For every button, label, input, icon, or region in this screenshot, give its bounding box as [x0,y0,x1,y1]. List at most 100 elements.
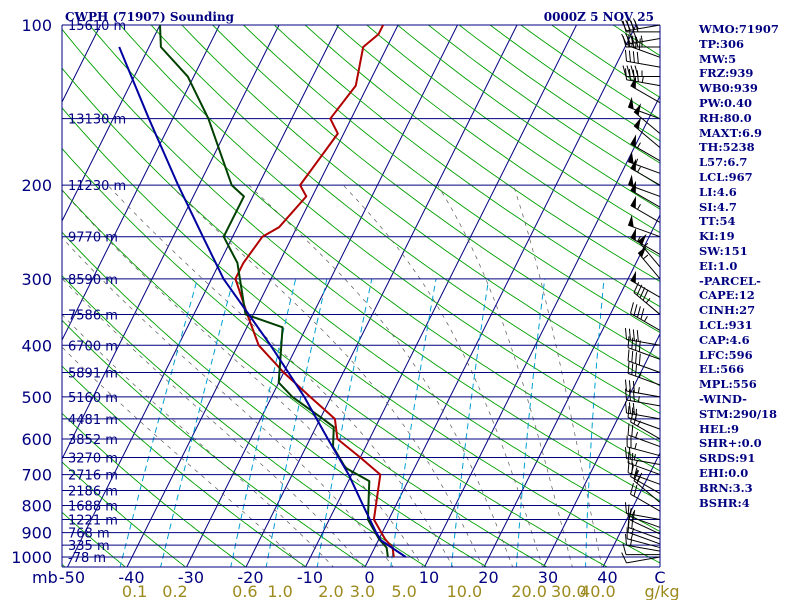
moist-adiabat-line [437,184,573,567]
wind-barb-half-flag [642,254,649,260]
wind-barb [627,214,661,238]
index-item: MPL:556 [699,377,757,392]
isotherm-line [364,25,637,567]
dry-adiabat-line [304,25,660,282]
mixing-ratio-tick-label: 30.0 [551,582,587,600]
wind-barb-flag [627,423,630,435]
wind-barb-pennant [630,158,637,172]
wind-barb-flag [624,533,628,546]
pressure-tick-label: 800 [21,496,52,515]
index-item: TP:306 [699,36,745,51]
wind-barb-pennant [630,134,637,147]
height-label: 4481 m [68,413,118,428]
mixing-ratio-tick-label: 10.0 [447,582,483,600]
isotherm-line [185,25,458,567]
wind-barb-staff [627,462,661,476]
temperature-profile [234,25,395,558]
wind-barb-flag [621,20,627,32]
wind-barb-flag [627,515,630,528]
wind-barb-flag [627,349,630,361]
height-label: 5891 m [68,367,118,382]
wind-barb-flag [624,388,628,401]
wind-barb-staff [627,434,661,448]
mixing-ratio-line [515,278,546,567]
wind-barb [630,302,661,331]
height-label: 9770 m [68,231,118,246]
wind-barb-flag [640,308,645,320]
index-item: TT:54 [699,214,736,229]
index-item: LCL:967 [699,169,753,184]
wind-barb-staff [637,252,661,280]
mixing-ratio-tick-label: 0.6 [232,582,257,600]
index-item: -WIND- [699,391,747,406]
isotherm-line [62,25,280,461]
wind-barb-flag [636,306,641,318]
index-item: KI:19 [699,229,735,244]
index-item: WMO:71907 [699,22,779,36]
mixing-ratio-line [265,278,328,567]
height-label: 7586 m [68,308,118,323]
wind-barb-half-flag [637,387,640,394]
wind-barb [627,349,661,373]
index-item: CINH:27 [699,303,756,318]
wind-barb-flag [622,65,627,77]
temperature-unit-label: C [654,568,665,587]
wind-barb-flag [632,329,635,341]
wind-barb [627,96,661,120]
moist-adiabat-line [62,346,304,567]
wind-barb-flag [638,38,641,50]
isotherm-line [602,451,660,567]
station-title: CWPH (71907) Sounding [65,10,235,24]
dry-adiabat-line [181,25,660,387]
pressure-tick-label: 600 [21,430,52,449]
wind-barb-flag [627,451,630,464]
wind-barb-flag [634,65,639,77]
pressure-tick-label: 1000 [11,548,52,567]
sounding-profiles [118,25,407,558]
wind-barb-staff [627,446,661,457]
mixing-ratio-tick-label: 2.0 [318,582,343,600]
wind-barb [633,103,661,134]
wind-barb-flag [633,31,639,43]
wind-barb-staff [633,480,661,503]
wind-barb [633,117,661,148]
mixing-ratio-line [230,278,297,567]
wind-barb-flag [632,51,635,63]
wind-barb [630,482,661,512]
wind-barb-staff [628,519,661,535]
wind-barb-staff [630,421,661,440]
temperature-tick-label: 30 [538,568,558,587]
index-item: -PARCEL- [699,273,761,288]
pressure-unit-label: mb [32,568,58,587]
wind-barb-half-flag [637,475,641,481]
isotherm-line [483,213,660,567]
wind-barb-pennant [630,195,637,209]
wind-barb-flag [622,543,627,555]
valid-time: 0000Z 5 NOV 25 [544,10,654,24]
index-item: BSHR:4 [699,495,750,510]
height-label: 8590 m [68,273,118,288]
wind-barb-half-flag [642,242,649,248]
wind-barb-staff [630,85,661,104]
wind-barb-flag [633,18,639,30]
wind-barb-staff [626,556,661,564]
dry-adiabat-line [62,28,660,502]
wind-barb-pennant [628,151,634,164]
wind-barb-flag [636,51,639,64]
mixing-ratio-line [160,278,235,567]
dry-adiabat-line [212,25,660,360]
index-item: RH:80.0 [699,110,752,125]
wind-barb [624,502,661,520]
mixing-ratio-line [390,278,437,567]
moist-adiabat-line [62,277,364,567]
height-label: 11230 m [68,179,126,194]
wind-barb-flag [631,363,634,375]
mixing-ratio-tick-label: 1.0 [267,582,292,600]
wind-barb-staff [627,515,661,528]
parcel-profile [118,46,407,558]
wind-barb-flag [626,65,631,77]
wind-barb-flag [629,18,635,30]
wind-barb-pennant [628,174,634,187]
